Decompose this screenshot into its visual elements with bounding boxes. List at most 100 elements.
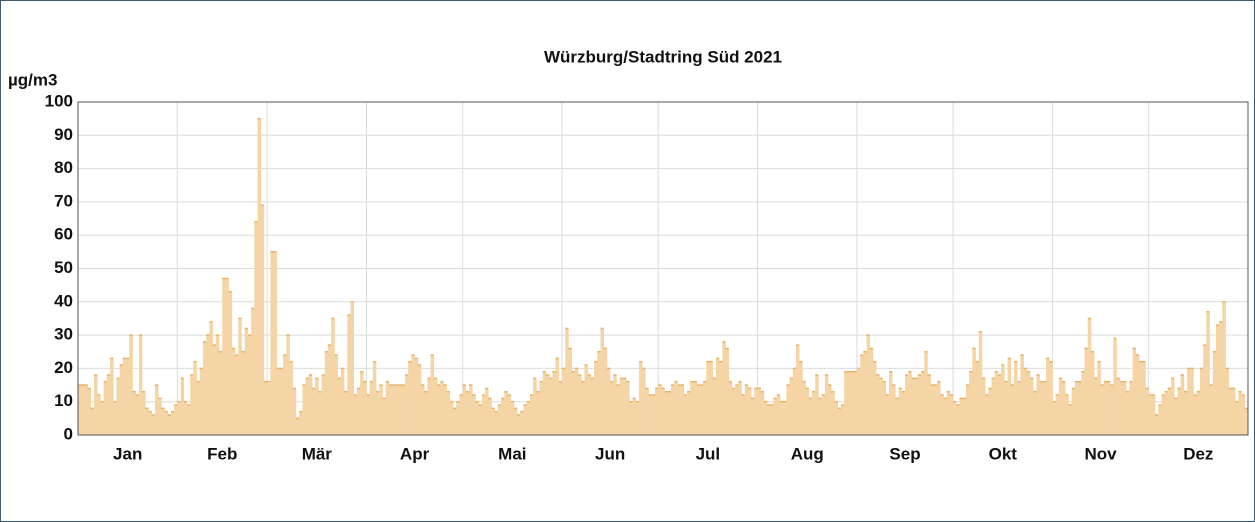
x-tick-label: Aug xyxy=(791,444,824,463)
day-bar xyxy=(1078,381,1082,435)
day-bar xyxy=(578,375,582,435)
day-bar xyxy=(122,358,127,435)
day-bar xyxy=(1187,368,1191,435)
day-bar xyxy=(1222,301,1226,435)
day-bar xyxy=(279,368,284,435)
day-bar xyxy=(379,385,383,435)
day-bar xyxy=(1097,361,1101,435)
day-bar xyxy=(747,388,752,435)
day-bar xyxy=(949,395,954,435)
day-bar xyxy=(404,375,409,435)
day-bar xyxy=(334,355,338,435)
day-bar xyxy=(847,371,851,435)
day-bar xyxy=(959,398,964,435)
day-bar xyxy=(937,381,941,435)
day-bar xyxy=(302,385,306,435)
x-tick-label: Dez xyxy=(1183,444,1213,463)
day-bar xyxy=(1081,371,1085,435)
day-bar xyxy=(1177,388,1181,435)
x-tick-label: Nov xyxy=(1084,444,1117,463)
day-bar xyxy=(110,358,114,435)
day-bar xyxy=(927,375,931,435)
day-bar xyxy=(382,398,387,435)
day-bar xyxy=(1171,378,1175,435)
day-bar xyxy=(696,385,701,435)
plot-border xyxy=(77,101,1249,436)
day-bar xyxy=(1106,381,1111,435)
x-tick-label: Apr xyxy=(400,444,430,463)
day-bar xyxy=(1158,405,1162,435)
day-bar xyxy=(882,381,887,435)
day-bar xyxy=(872,361,877,435)
day-bar xyxy=(369,381,374,435)
day-bar xyxy=(722,341,726,435)
day-bar xyxy=(1116,378,1121,435)
day-bar xyxy=(1062,381,1066,435)
day-bar xyxy=(856,368,861,435)
day-bar xyxy=(815,375,819,435)
day-bar xyxy=(1129,381,1133,435)
day-bar xyxy=(783,401,787,435)
day-bar xyxy=(427,378,431,435)
y-tick-label: 50 xyxy=(54,258,73,277)
day-bar xyxy=(437,385,441,435)
day-bar xyxy=(712,378,717,435)
day-bar xyxy=(962,398,967,435)
day-bar xyxy=(1155,415,1159,435)
day-bar xyxy=(231,348,236,435)
day-bar xyxy=(699,385,704,435)
day-bar xyxy=(353,395,358,435)
day-bar xyxy=(1132,348,1137,435)
day-bar xyxy=(312,388,316,435)
day-bar xyxy=(546,375,550,435)
day-bar xyxy=(648,395,653,435)
day-bar xyxy=(741,395,746,435)
y-tick-label: 90 xyxy=(54,125,73,144)
day-bar xyxy=(786,385,790,435)
day-bar xyxy=(555,358,560,435)
day-bar xyxy=(597,351,601,435)
x-tick-label: Mai xyxy=(498,444,526,463)
day-bar xyxy=(356,388,361,435)
day-bar xyxy=(119,365,124,435)
day-bar xyxy=(706,361,710,435)
day-bar xyxy=(760,391,765,435)
day-bar xyxy=(469,385,473,435)
day-bar xyxy=(725,348,730,435)
day-bar xyxy=(376,391,380,435)
day-bar xyxy=(921,371,925,435)
day-bar xyxy=(504,391,508,435)
day-bar xyxy=(1215,325,1220,435)
day-bar xyxy=(456,401,460,435)
day-bar xyxy=(860,355,864,435)
day-bar xyxy=(834,401,838,435)
day-bar xyxy=(494,411,499,435)
day-bar xyxy=(975,361,980,435)
day-bar xyxy=(247,335,252,435)
day-bar xyxy=(196,381,201,435)
day-bar xyxy=(924,351,928,435)
day-bar xyxy=(1039,381,1044,435)
day-bar xyxy=(1046,358,1050,435)
x-tick-label: Jul xyxy=(696,444,721,463)
day-bar xyxy=(619,378,624,435)
day-bar xyxy=(126,358,130,435)
day-bar xyxy=(385,381,390,435)
day-bar xyxy=(917,375,922,435)
day-bar xyxy=(600,328,604,435)
chart-title: Würzburg/Stadtring Süd 2021 xyxy=(544,47,782,66)
day-bar xyxy=(507,395,512,435)
day-bar xyxy=(1007,358,1012,435)
day-bar xyxy=(478,405,483,435)
day-bar xyxy=(161,408,165,435)
day-bar xyxy=(738,381,742,435)
day-bar xyxy=(994,371,999,435)
day-bar xyxy=(103,381,108,435)
day-bar xyxy=(985,395,989,435)
day-bar xyxy=(1151,395,1156,435)
day-bar xyxy=(283,355,287,435)
day-bar xyxy=(802,381,806,435)
day-bar xyxy=(344,391,348,435)
day-bar xyxy=(616,385,621,435)
day-bar xyxy=(776,395,781,435)
